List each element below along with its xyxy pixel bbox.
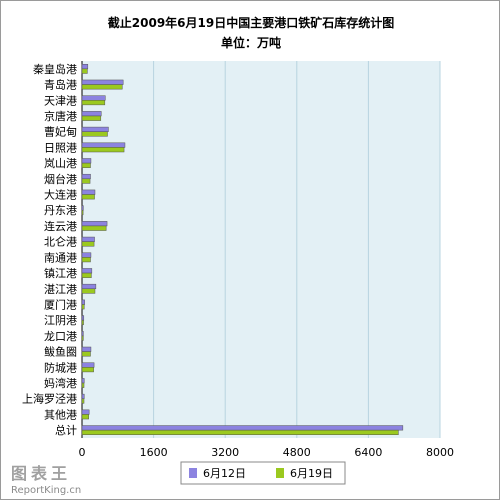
- bar-series-1: [81, 378, 85, 384]
- bar-series-1: [81, 252, 92, 258]
- bar-series-2: [81, 414, 89, 420]
- category-label: 北仑港: [44, 235, 77, 249]
- bar-series-1: [81, 205, 84, 211]
- bar-series-1: [81, 268, 93, 274]
- plot-area: [82, 61, 440, 438]
- x-tick-labels: 0 1600 3200 4800 6400 8000: [79, 446, 455, 459]
- bar-series-2: [81, 319, 84, 326]
- category-label: 龙口港: [44, 330, 77, 343]
- legend: 6月12日 6月19日: [180, 461, 346, 485]
- bar-series-1: [81, 236, 95, 242]
- legend-label-series-1: 6月12日: [203, 467, 246, 480]
- bar-series-2: [81, 288, 96, 294]
- bar-series-1: [81, 283, 97, 290]
- bar-series-2: [81, 351, 91, 357]
- category-label: 防城港: [44, 360, 77, 374]
- category-label: 厦门港: [44, 297, 77, 311]
- watermark-logo: 图表王: [11, 464, 71, 483]
- legend-swatch-series-1: [189, 468, 197, 478]
- bar-series-1: [81, 331, 84, 337]
- category-label: 连云港: [44, 220, 77, 233]
- bar-series-2: [81, 225, 107, 231]
- bars: [81, 64, 404, 435]
- bar-series-2: [81, 241, 95, 247]
- bar-series-2: [81, 194, 95, 200]
- bar-series-1: [81, 393, 85, 399]
- category-label: 烟台港: [44, 172, 77, 186]
- bar-series-1: [81, 189, 96, 195]
- watermark: 图表王 ReportKing.cn: [11, 464, 81, 496]
- x-tick-label: 0: [79, 446, 86, 459]
- category-label: 京唐港: [44, 109, 77, 123]
- legend-label-series-2: 6月19日: [290, 467, 333, 480]
- legend-swatch-series-2: [276, 468, 284, 478]
- bar-series-1: [81, 299, 85, 305]
- bar-series-2: [81, 257, 91, 263]
- category-label: 日照港: [44, 141, 77, 154]
- category-label: 大连港: [44, 188, 77, 202]
- category-label: 岚山港: [44, 157, 77, 170]
- category-label: 曹妃甸: [44, 125, 77, 139]
- bar-series-2: [81, 84, 123, 90]
- x-tick-label: 1600: [140, 446, 168, 459]
- bar-series-2: [81, 115, 102, 121]
- chart-subtitle: 单位：万吨: [221, 35, 281, 50]
- chart-title: 截止2009年6月19日中国主要港口铁矿石库存统计图: [108, 15, 394, 30]
- category-label: 湛江港: [44, 283, 77, 296]
- category-label: 丹东港: [44, 204, 77, 217]
- bar-series-1: [81, 64, 89, 70]
- category-label: 总计: [55, 423, 77, 437]
- bar-series-1: [81, 111, 102, 117]
- bar-series-1: [81, 362, 95, 368]
- bar-series-1: [81, 409, 90, 415]
- category-label: 上海罗泾港: [22, 392, 77, 406]
- bar-series-1: [81, 158, 92, 164]
- legend-box: [180, 461, 346, 485]
- grid-lines: [81, 61, 441, 438]
- bar-series-2: [81, 398, 85, 404]
- bar-series-1: [81, 425, 404, 431]
- bar-series-1: [81, 95, 106, 101]
- x-tick-label: 6400: [354, 446, 382, 459]
- bar-series-2: [81, 382, 85, 388]
- watermark-site: ReportKing.cn: [11, 485, 81, 496]
- bar-series-1: [81, 142, 126, 148]
- x-tick-label: 3200: [211, 446, 239, 459]
- bar-series-1: [81, 346, 92, 352]
- bar-series-2: [81, 367, 94, 373]
- bar-series-2: [81, 429, 399, 435]
- bar-series-2: [81, 100, 106, 106]
- category-label: 妈湾港: [44, 376, 77, 390]
- bar-series-1: [81, 173, 91, 180]
- category-label: 青岛港: [44, 78, 77, 92]
- bar-series-2: [81, 162, 91, 168]
- category-label: 天津港: [44, 94, 77, 107]
- bar-series-1: [81, 221, 108, 227]
- category-labels: 秦皇岛港青岛港天津港京唐港曹妃甸日照港岚山港烟台港大连港丹东港连云港北仑港南通港…: [22, 62, 77, 437]
- category-label: 江阴港: [44, 314, 77, 327]
- bar-series-2: [81, 304, 85, 310]
- bar-series-1: [81, 79, 124, 85]
- category-label: 镇江港: [44, 266, 77, 280]
- category-label: 鲅鱼圈: [44, 345, 77, 359]
- category-label: 南通港: [44, 251, 77, 264]
- x-tick-label: 8000: [426, 446, 454, 459]
- category-label: 其他港: [44, 408, 77, 421]
- category-label: 秦皇岛港: [33, 62, 77, 76]
- bar-series-1: [81, 126, 109, 132]
- x-tick-label: 4800: [283, 446, 311, 459]
- bar-series-2: [81, 68, 88, 74]
- bar-series-2: [81, 335, 84, 341]
- bar-series-2: [81, 147, 125, 153]
- bar-series-2: [81, 131, 108, 137]
- bar-series-2: [81, 272, 92, 278]
- bar-series-2: [81, 178, 91, 184]
- bar-series-2: [81, 209, 84, 216]
- bar-series-1: [81, 315, 85, 321]
